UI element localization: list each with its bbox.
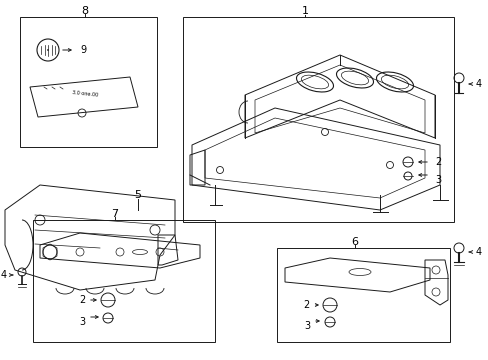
Text: 4: 4 [1, 270, 7, 280]
Text: 6: 6 [351, 237, 358, 247]
Bar [276, 248, 449, 342]
Bar [20, 17, 157, 147]
Text: 2: 2 [434, 157, 440, 167]
Text: 4: 4 [475, 79, 481, 89]
Text: 3.0 one.00: 3.0 one.00 [72, 90, 98, 98]
Text: 3: 3 [79, 317, 85, 327]
Text: 8: 8 [81, 6, 88, 16]
Text: 2: 2 [79, 295, 85, 305]
Bar [33, 220, 215, 342]
Text: 7: 7 [111, 209, 118, 219]
Bar [183, 17, 453, 222]
Text: 3: 3 [434, 175, 440, 185]
Text: 3: 3 [303, 321, 309, 331]
Text: 4: 4 [475, 247, 481, 257]
Text: 5: 5 [134, 190, 141, 200]
Text: 9: 9 [80, 45, 86, 55]
Text: 2: 2 [303, 300, 309, 310]
Text: 1: 1 [301, 6, 308, 16]
